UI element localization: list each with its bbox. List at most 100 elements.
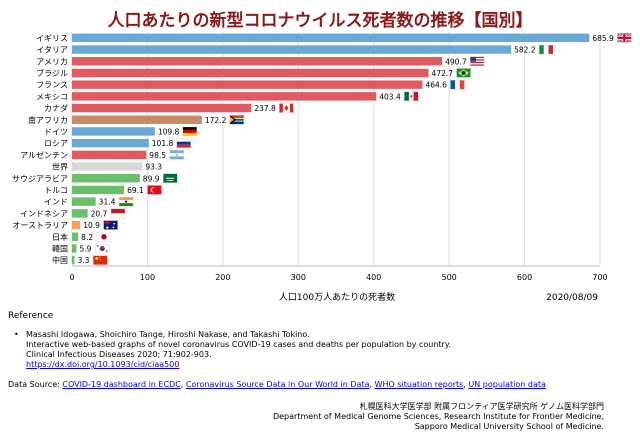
- category-label: トルコ: [44, 186, 68, 195]
- category-label: アメリカ: [36, 57, 68, 66]
- bar: [72, 80, 423, 89]
- bar: [72, 232, 79, 241]
- value-label: 109.8: [158, 127, 180, 136]
- value-label: 31.4: [99, 198, 116, 207]
- who-link[interactable]: WHO situation reports: [374, 380, 464, 389]
- bar: [72, 197, 96, 206]
- korea-flag-icon: [95, 243, 110, 254]
- bar-layer: 685.9 582.2 490.7 472.7 464.6 403.4 237.8 172.2…: [72, 32, 632, 265]
- data-source-label: Data Source:: [8, 380, 63, 389]
- bar: [72, 150, 147, 160]
- owid-link[interactable]: Coronavirus Source Data in Our World in …: [185, 380, 370, 389]
- category-label: メキシコ: [36, 92, 68, 101]
- x-axis-label: 人口100万人あたりの死者数: [279, 291, 395, 303]
- x-tick-label: 600: [517, 273, 532, 282]
- x-tick-label: 500: [442, 273, 457, 282]
- ecdc-link[interactable]: COVID-19 dashboard in ECDC: [62, 380, 181, 389]
- category-label: 韓国: [52, 243, 68, 253]
- value-label: 93.3: [145, 163, 162, 172]
- category-label: ロシア: [44, 139, 68, 148]
- bar: [72, 138, 149, 148]
- reference-heading: Reference: [8, 311, 54, 321]
- value-label: 237.8: [254, 104, 276, 113]
- bar: [72, 174, 140, 183]
- india-flag-icon: [118, 196, 134, 207]
- bar: [72, 103, 252, 113]
- x-tick-label: 300: [291, 273, 306, 282]
- bar: [72, 220, 81, 230]
- value-label: 20.7: [91, 209, 108, 218]
- value-label: 101.8: [152, 139, 174, 148]
- uk-flag-icon: [616, 32, 632, 44]
- bar: [72, 115, 202, 124]
- bar: [72, 45, 512, 54]
- south-africa-flag-icon: [229, 115, 245, 125]
- bar-chart: 685.9 582.2 490.7 472.7 464.6 403.4 237.8 172.2…: [12, 32, 632, 303]
- category-label: フランス: [36, 81, 68, 90]
- bar: [72, 68, 429, 78]
- value-label: 464.6: [425, 81, 447, 90]
- china-flag-icon: [93, 255, 108, 265]
- bar: [72, 33, 590, 43]
- value-label: 685.9: [592, 34, 614, 43]
- un-population-link[interactable]: UN population data: [468, 380, 546, 389]
- bar: [72, 162, 143, 171]
- bar: [72, 209, 88, 218]
- category-label: カナダ: [44, 103, 68, 113]
- russia-flag-icon: [176, 138, 191, 148]
- x-tick-label: 200: [215, 273, 230, 282]
- value-label: 8.2: [81, 233, 93, 242]
- saudi-arabia-flag-icon: [163, 173, 178, 183]
- affiliation: 札幌医科大学医学部 附属フロンティア医学研究所 ゲノム医科学部門 Departm…: [273, 402, 604, 432]
- value-label: 3.3: [77, 256, 89, 265]
- turkey-flag-icon: [147, 185, 162, 195]
- reference-title: Interactive web-based graphs of novel co…: [26, 340, 451, 349]
- australia-flag-icon: [103, 220, 118, 230]
- japan-flag-icon: [96, 232, 112, 242]
- canada-flag-icon: [279, 103, 294, 113]
- germany-flag-icon: [182, 126, 198, 137]
- category-label: インドネシア: [20, 209, 68, 218]
- value-label: 582.2: [514, 46, 536, 55]
- bar: [72, 185, 125, 195]
- bar: [72, 127, 155, 136]
- affiliation-jp: 札幌医科大学医学部 附属フロンティア医学研究所 ゲノム医科学部門: [359, 402, 604, 411]
- value-label: 490.7: [445, 57, 467, 66]
- argentina-flag-icon: [169, 150, 184, 160]
- bar: [72, 57, 443, 66]
- affiliation-en-2: Sapporo Medical University School of Med…: [414, 422, 604, 431]
- indonesia-flag-icon: [110, 208, 126, 219]
- category-label: イタリア: [36, 46, 68, 55]
- value-label: 403.4: [379, 92, 401, 101]
- x-tick-label: 700: [592, 273, 607, 282]
- category-label: インド: [44, 198, 68, 207]
- data-source: Data Source: COVID-19 dashboard in ECDC,…: [8, 380, 546, 389]
- category-label: サウジアラビア: [12, 174, 68, 183]
- reference-authors: Masashi Idogawa, Shoichiro Tange, Hirosh…: [26, 330, 310, 339]
- grid-layer: [71, 32, 601, 266]
- bar: [72, 244, 77, 253]
- france-flag-icon: [450, 79, 465, 90]
- value-label: 69.1: [127, 186, 144, 195]
- reference-entry: • Masashi Idogawa, Shoichiro Tange, Hiro…: [14, 330, 451, 370]
- reference-journal: Clinical Infectious Diseases 2020; 71:90…: [26, 350, 212, 359]
- category-label: 南アフリカ: [28, 115, 68, 125]
- category-label: オーストラリア: [12, 221, 68, 230]
- date-label: 2020/08/09: [546, 293, 598, 303]
- x-tick-label: 100: [140, 273, 155, 282]
- category-label: ドイツ: [44, 127, 68, 136]
- value-label: 172.2: [205, 116, 227, 125]
- value-label: 472.7: [432, 69, 454, 78]
- value-label: 89.9: [143, 174, 160, 183]
- mexico-flag-icon: [404, 91, 419, 102]
- usa-flag-icon: [469, 56, 485, 66]
- value-label: 98.5: [149, 151, 166, 160]
- category-label: アルゼンチン: [20, 150, 68, 160]
- category-label: イギリス: [36, 34, 68, 43]
- chart-title: 人口あたりの新型コロナウイルス死者数の推移【国別】: [107, 11, 533, 31]
- reference-bullet: •: [14, 330, 19, 339]
- italy-flag-icon: [538, 44, 554, 55]
- reference-doi-link[interactable]: https://dx.doi.org/10.1093/cid/ciaa500: [26, 360, 180, 369]
- bar: [72, 92, 377, 101]
- x-tick-label: 400: [366, 273, 381, 282]
